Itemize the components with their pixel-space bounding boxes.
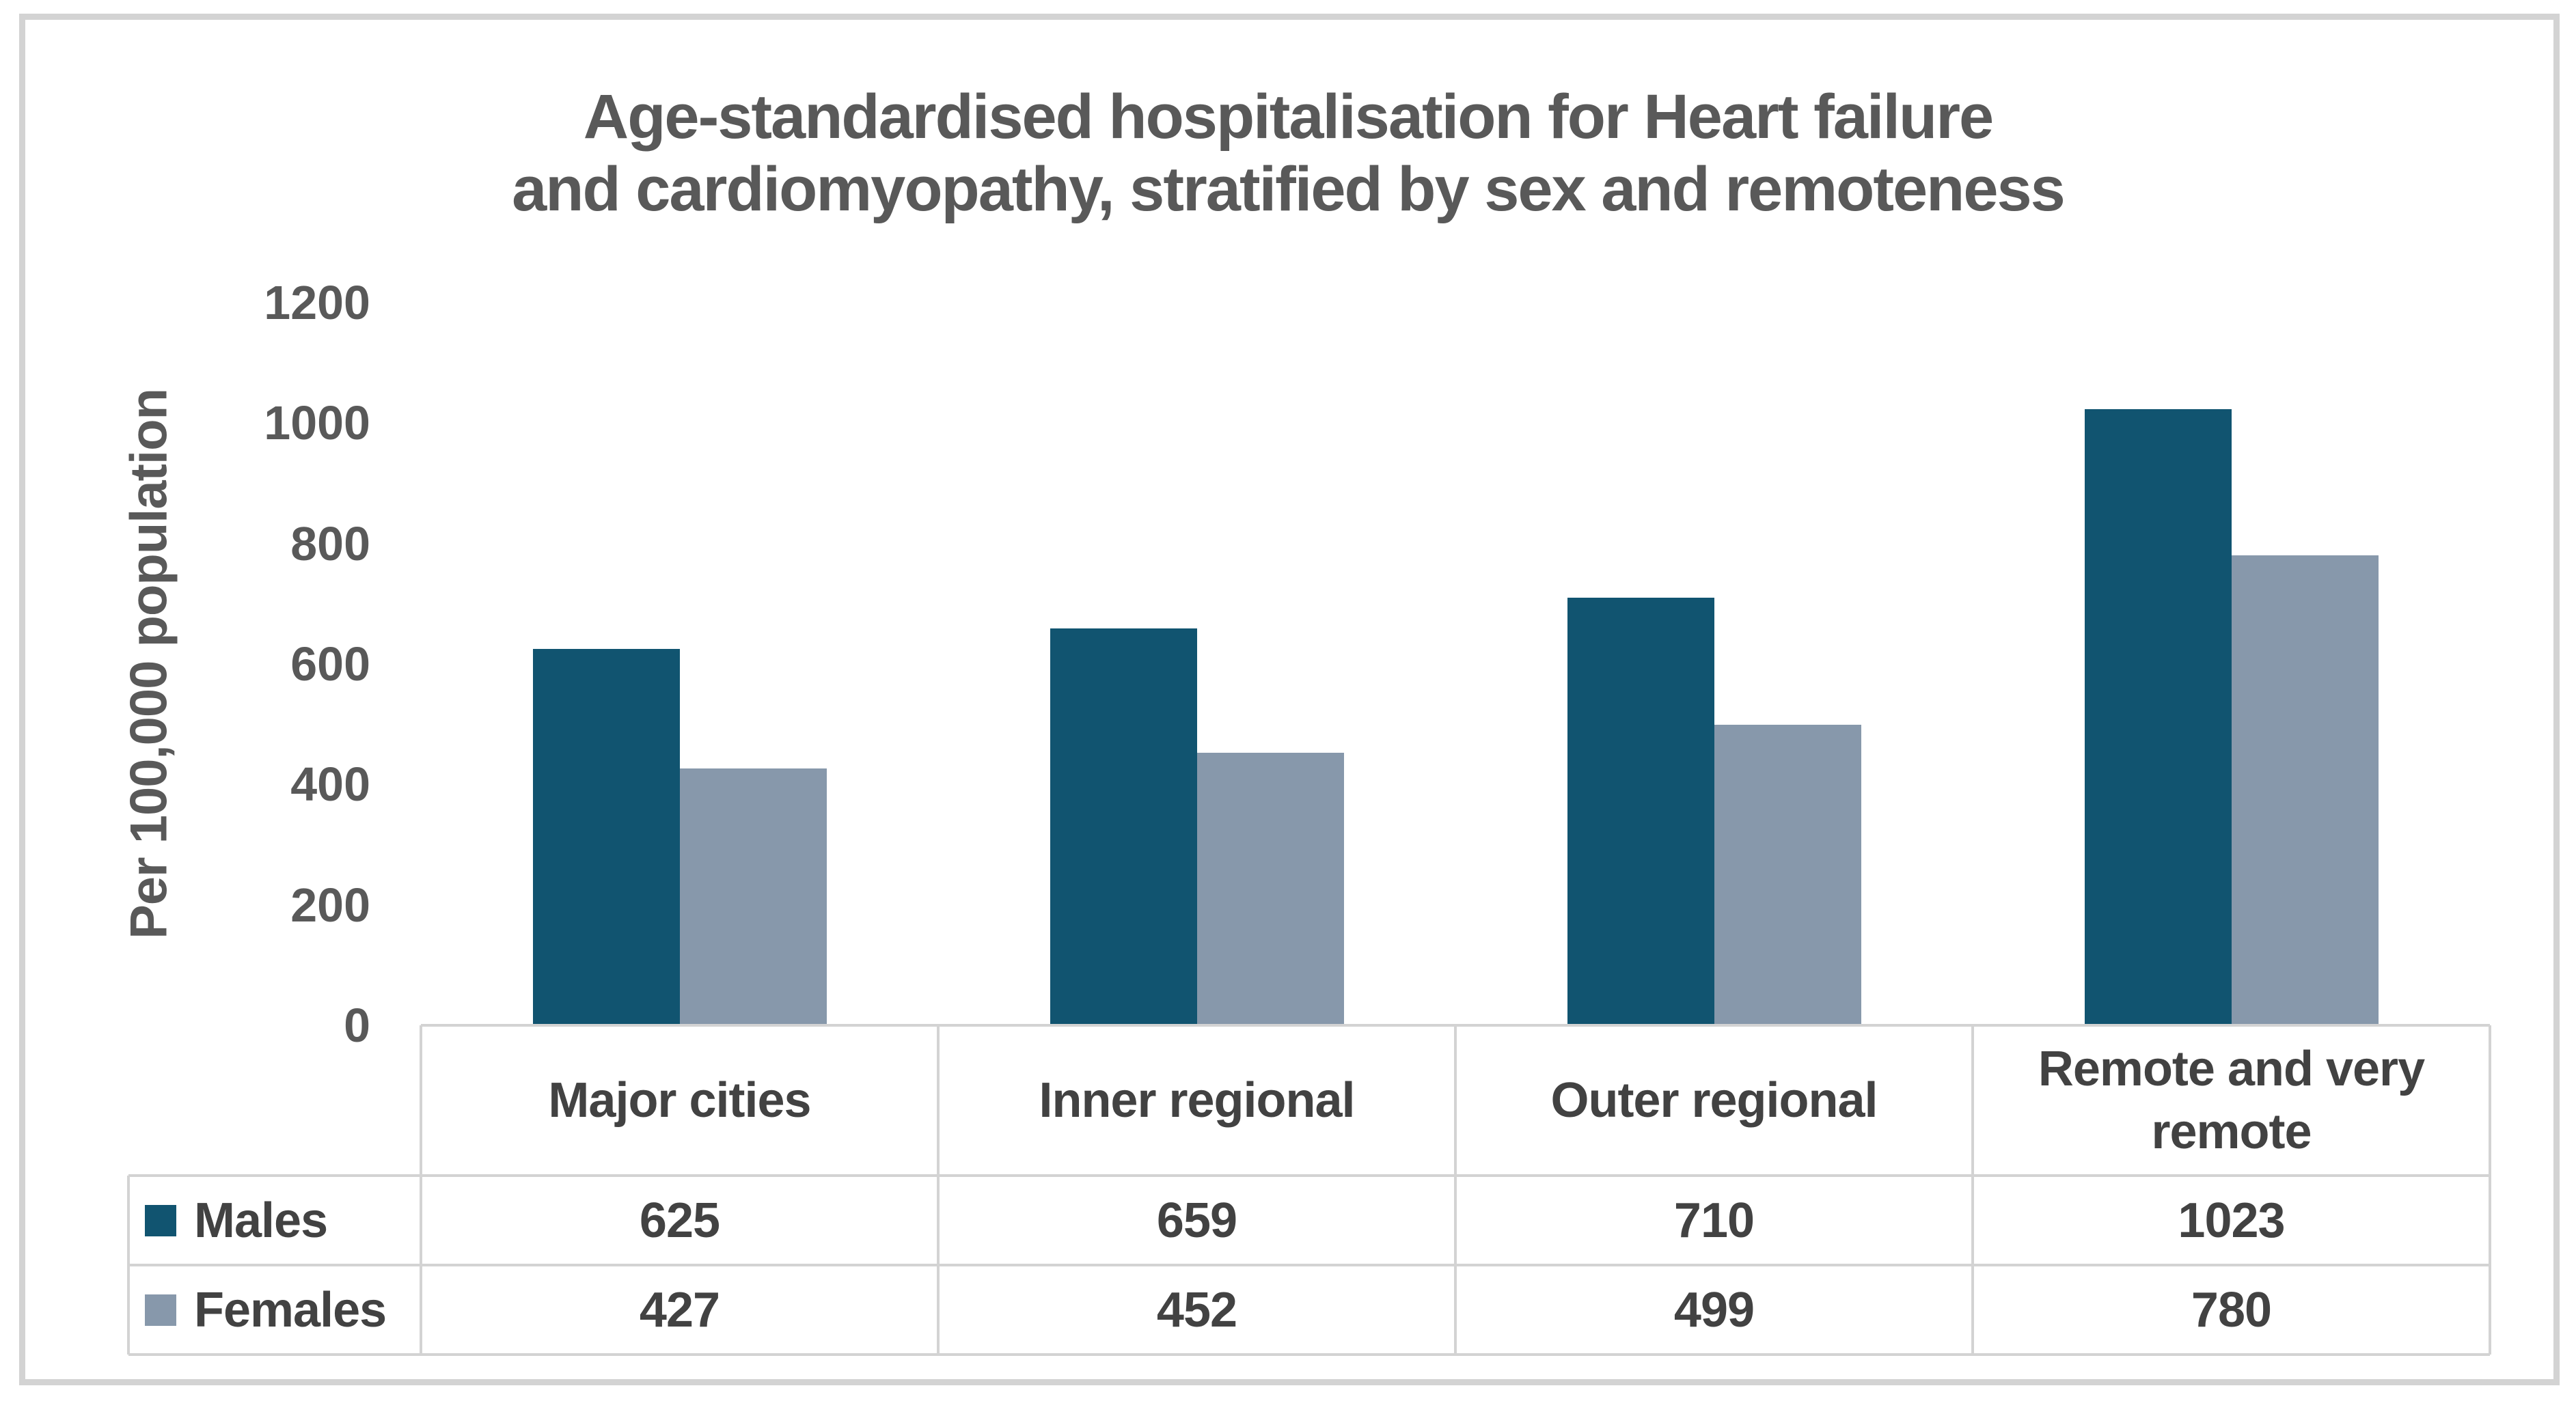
- value-cell-females-major-cities: 427: [639, 1282, 720, 1337]
- legend-swatch-females: [145, 1294, 176, 1326]
- category-label-remote-and-very-remote: Remote and very remote: [2038, 1042, 2425, 1159]
- legend-item-females: Females: [128, 1265, 421, 1355]
- table-line-v: [1454, 1025, 1457, 1355]
- value-cell-females-remote-and-very-remote: 780: [2191, 1282, 2272, 1337]
- chart-title-line1: Age-standardised hospitalisation for Hea…: [583, 82, 1994, 152]
- bar-females-remote-and-very-remote: [2231, 555, 2379, 1025]
- category-label-outer-regional: Outer regional: [1550, 1073, 1878, 1128]
- legend-label-males: Males: [194, 1193, 328, 1248]
- table-line-v: [127, 1176, 130, 1355]
- value-cell-males-outer-regional: 710: [1673, 1193, 1755, 1248]
- value-cell-males-remote-and-very-remote: 1023: [2178, 1193, 2285, 1248]
- y-tick-1200: 1200: [264, 276, 370, 329]
- category-label-major-cities: Major cities: [548, 1073, 811, 1128]
- chart-title: Age-standardised hospitalisation for Hea…: [0, 81, 2576, 225]
- legend-label-females: Females: [194, 1282, 387, 1337]
- y-tick-200: 200: [290, 878, 370, 932]
- table-line-v: [2489, 1025, 2491, 1355]
- y-tick-0: 0: [344, 999, 370, 1052]
- bar-males-outer-regional: [1567, 598, 1714, 1025]
- bar-females-major-cities: [679, 768, 827, 1025]
- table-line-v: [420, 1025, 422, 1355]
- table-line-h: [128, 1174, 2490, 1177]
- bar-males-remote-and-very-remote: [2084, 409, 2232, 1025]
- table-line-v: [1971, 1025, 1974, 1355]
- bar-females-inner-regional: [1196, 753, 1344, 1025]
- table-line-v: [937, 1025, 940, 1355]
- bar-males-major-cities: [532, 648, 680, 1025]
- bar-males-inner-regional: [1050, 628, 1197, 1025]
- category-label-inner-regional: Inner regional: [1039, 1073, 1355, 1128]
- value-cell-males-inner-regional: 659: [1156, 1193, 1237, 1248]
- y-tick-600: 600: [290, 637, 370, 691]
- y-tick-800: 800: [290, 516, 370, 570]
- bar-females-outer-regional: [1714, 725, 1861, 1025]
- value-cell-females-inner-regional: 452: [1156, 1282, 1237, 1337]
- table-line-h: [128, 1353, 2490, 1356]
- value-cell-females-outer-regional: 499: [1673, 1282, 1755, 1337]
- y-tick-400: 400: [290, 758, 370, 812]
- value-cell-males-major-cities: 625: [639, 1193, 720, 1248]
- legend-swatch-males: [145, 1204, 176, 1236]
- chart-title-line2: and cardiomyopathy, stratified by sex an…: [512, 154, 2066, 224]
- y-tick-1000: 1000: [264, 396, 370, 450]
- table-line-h: [128, 1264, 2490, 1266]
- legend-item-males: Males: [128, 1176, 421, 1265]
